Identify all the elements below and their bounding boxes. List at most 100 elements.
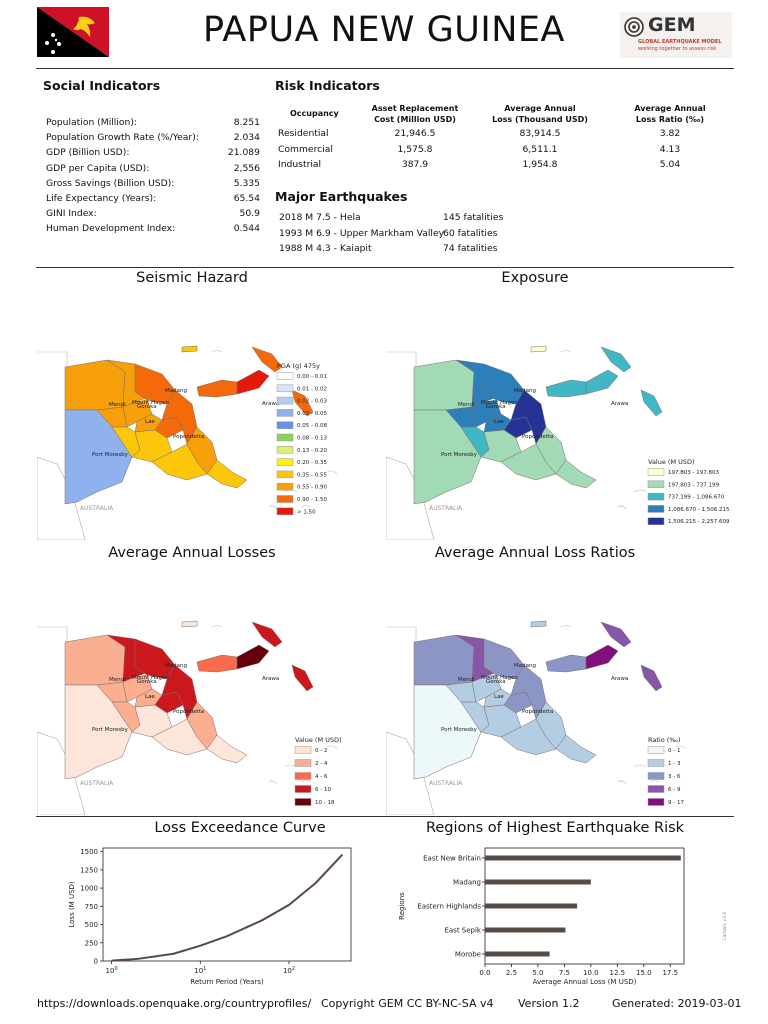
aalr-legend-label: 0 - 1 (668, 748, 680, 754)
city-label-popondetta: Popondetta (522, 709, 553, 715)
footer-version: Version 1.2 (518, 997, 580, 1010)
social-indicator-value: 50.9 (239, 208, 260, 220)
aalr-legend-title: Ratio (‰) (648, 736, 681, 744)
risk-cell-aal: 83,914.5 (519, 128, 561, 139)
major-earthquakes-heading: Major Earthquakes (275, 189, 408, 204)
exposure-legend-swatch (647, 505, 665, 513)
city-label-madang: Madang (165, 663, 187, 669)
col-header-aal-line1: Average Annual (504, 104, 576, 113)
minor-islands (560, 625, 687, 785)
earthquake-fatalities: 74 fatalities (443, 243, 498, 254)
social-indicator-label: Human Development Index: (46, 223, 176, 235)
aal-map-title: Average Annual Losses (108, 545, 276, 561)
lec-frame (102, 847, 352, 962)
risk-cell-ratio: 3.82 (659, 128, 681, 139)
country-flag (37, 7, 109, 57)
social-indicator-label: Life Expectancy (Years): (46, 193, 157, 204)
exposure-legend-label: 197.803 - 737.199 (668, 482, 719, 488)
province-new-britain-e (236, 369, 270, 395)
seismic-legend-label: 0.02 - 0.03 (297, 399, 327, 405)
lec-xtick-label: 100 (106, 966, 118, 975)
aalr-map: Madang Mount Hagen Goroka Mendi Lae Popondett… (385, 567, 731, 816)
risk-cell-occupancy: Commercial (278, 143, 333, 155)
city-label-arawa: Arawa (611, 676, 628, 682)
regions-xtick-label: 12.5 (610, 969, 626, 977)
exposure-legend-label: 197.803 - 197.803 (668, 470, 719, 476)
regions-xtick-label: 17.5 (662, 969, 678, 977)
aal-legend-swatch (294, 746, 312, 754)
regions-bar (485, 927, 566, 933)
seismic-legend-label: 0.08 - 0.13 (297, 436, 327, 442)
lec-xtick-label: 102 (283, 966, 295, 975)
australia-outline (385, 456, 435, 541)
col-header-asset-line1: Asset Replacement (371, 104, 459, 113)
seismic-hazard-title: Seismic Hazard (136, 270, 248, 286)
earthquake-event: 2018 M 7.5 - Hela (279, 212, 361, 223)
city-label-lae: Lae (145, 694, 155, 700)
seismic-legend-swatch (276, 507, 294, 516)
side-note: Cartoon: v.0.0 (722, 911, 727, 940)
seismic-legend-label: 0.35 - 0.55 (297, 472, 327, 478)
lec-ytick-label: 1250 (80, 866, 98, 874)
seismic-legend-label: 0.05 - 0.08 (297, 423, 327, 429)
seismic-legend-label: > 1.50 (297, 509, 316, 515)
risk-indicators-heading: Risk Indicators (275, 78, 380, 93)
aal-legend-label: 2 - 4 (315, 761, 328, 767)
aalr-legend-swatch (647, 798, 665, 806)
seismic-legend-swatch (276, 396, 294, 405)
city-label-mendi: Mendi (458, 677, 475, 683)
australia-outline (385, 731, 435, 816)
risk-cell-aal: 6,511.1 (522, 143, 558, 155)
aalr-legend-label: 9 - 17 (668, 800, 684, 806)
regions-risk-title: Regions of Highest Earthquake Risk (425, 820, 685, 836)
province-new-ireland (600, 346, 632, 373)
city-label-australia: AUSTRALIA (429, 505, 463, 512)
footer-url[interactable]: https://downloads.openquake.org/countryp… (37, 997, 312, 1010)
seismic-legend-swatch (276, 409, 294, 417)
social-indicator-value: 0.544 (233, 223, 260, 235)
loss-exceedance-chart: 0 250 500 750 1000 1250 1500 100 101 102 Return Pe… (68, 847, 352, 986)
exposure-legend-title: Value (M USD) (648, 458, 695, 466)
lec-ytick-label: 0 (94, 958, 98, 966)
city-label-lae: Lae (494, 694, 504, 700)
social-indicator-label: GINI Index: (46, 208, 97, 220)
city-label-mount-hagen: Mount Hagen (132, 675, 169, 681)
social-indicator-label: GDP per Capita (USD): (46, 162, 150, 174)
footer-generated: Generated: 2019-03-01 (612, 997, 742, 1010)
risk-cell-asset: 21,946.5 (394, 128, 436, 139)
exposure-map: Madang Mount Hagen Goroka Mendi Lae Popondett… (385, 292, 731, 541)
indonesia-border (386, 626, 417, 685)
city-label-arawa: Arawa (611, 401, 628, 407)
indonesia-border (37, 351, 68, 410)
province-new-britain-e (585, 369, 619, 395)
city-label-goroka: Goroka (486, 404, 506, 410)
province-new-ireland (251, 621, 283, 648)
social-indicator-value: 65.54 (233, 193, 260, 204)
city-label-madang: Madang (514, 663, 536, 669)
regions-ylabel: Regions (398, 892, 406, 920)
col-header-asset: Asset Replacement Cost (Million USD) (360, 103, 470, 125)
flag-black-triangle (37, 7, 109, 57)
seismic-legend-label: 0.55 - 0.90 (297, 485, 327, 491)
risk-cell-occupancy: Industrial (278, 159, 322, 170)
city-label-port-moresby: Port Moresby (441, 727, 478, 733)
exposure-legend-swatch (647, 480, 665, 489)
col-header-ratio-line2: Loss Ratio (‰) (635, 115, 705, 124)
city-label-goroka: Goroka (137, 679, 157, 685)
gem-logo-subtitle: GLOBAL EARTHQUAKE MODEL (638, 39, 722, 45)
regions-category-label: Eastern Highlands (417, 903, 481, 911)
gem-logo-tagline: working together to assess risk (638, 46, 717, 52)
aalr-legend-swatch (647, 746, 665, 754)
city-label-popondetta: Popondetta (522, 434, 553, 440)
exposure-legend-label: 1,506.215 - 2,257.609 (668, 519, 730, 525)
exposure-legend-swatch (647, 468, 665, 476)
aal-legend-title: Value (M USD) (295, 736, 342, 744)
province-new-britain-w (196, 654, 238, 673)
seismic-legend-label: 0.00 - 0.01 (297, 374, 327, 380)
aalr-legend-label: 3 - 6 (668, 774, 681, 780)
regions-xtick-label: 2.5 (506, 969, 517, 977)
province-manus (181, 620, 198, 628)
lec-ylabel: Loss (M USD) (68, 881, 76, 928)
exposure-title: Exposure (501, 270, 569, 286)
